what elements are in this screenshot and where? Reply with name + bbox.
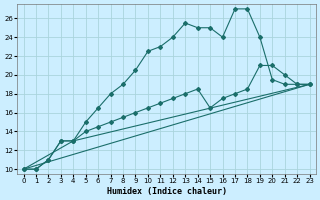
X-axis label: Humidex (Indice chaleur): Humidex (Indice chaleur) <box>107 187 227 196</box>
